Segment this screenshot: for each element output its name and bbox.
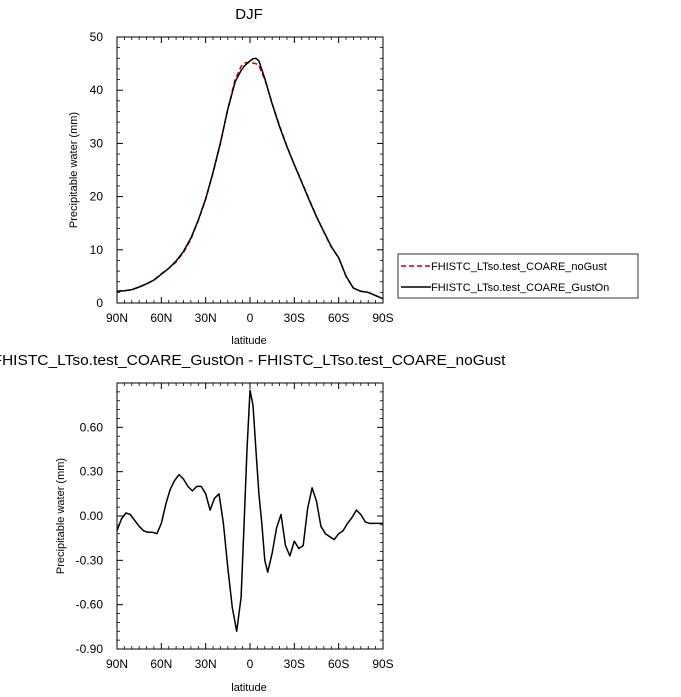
y-tick-label: -0.30 (76, 553, 104, 567)
series-lines (116, 389, 383, 633)
series-line-0 (116, 389, 383, 633)
x-tick-label: 30S (284, 657, 305, 671)
x-tick-label: 90S (372, 657, 393, 671)
plot-frame (116, 36, 384, 304)
chart-title: FHISTC_LTso.test_COARE_GustOn - FHISTC_L… (0, 352, 506, 369)
x-tick-label: 60S (328, 657, 349, 671)
y-tick-label: 0.30 (80, 465, 104, 479)
y-tick-label: 10 (90, 243, 104, 257)
x-tick-label: 90S (372, 311, 393, 325)
chart-djf: DJF Precipitable water (mm) latitude 90N… (68, 6, 394, 347)
legend: FHISTC_LTso.test_COARE_noGust FHISTC_LTs… (397, 253, 639, 299)
x-tick-label: 0 (247, 657, 254, 671)
y-tick-label: 0.60 (80, 420, 104, 434)
y-tick-label: -0.90 (76, 642, 104, 656)
x-tick-label: 60N (150, 657, 172, 671)
x-tick-label: 0 (247, 311, 254, 325)
y-tick-label: 0.00 (80, 509, 104, 523)
y-tick-label: 30 (90, 136, 104, 150)
y-tick-label: 20 (90, 190, 104, 204)
series-line-0 (116, 61, 384, 300)
y-axis-label: Precipitable water (mm) (68, 112, 80, 228)
x-tick-label: 30N (195, 657, 217, 671)
y-axis-label: Precipitable water (mm) (55, 458, 67, 574)
y-tick-label: 50 (90, 30, 104, 44)
x-tick-label: 30N (195, 311, 217, 325)
x-tick-label: 60S (328, 311, 349, 325)
y-tick-label: -0.60 (76, 598, 104, 612)
legend-label-nogust: FHISTC_LTso.test_COARE_noGust (431, 261, 607, 273)
x-axis-label: latitude (231, 335, 266, 347)
x-tick-label: 90N (106, 311, 128, 325)
y-tick-label: 40 (90, 83, 104, 97)
x-tick-label: 90N (106, 657, 128, 671)
series-lines (116, 57, 384, 300)
x-tick-label: 60N (150, 311, 172, 325)
plot-frame (116, 382, 384, 650)
x-axis-label: latitude (231, 682, 266, 694)
legend-box (397, 253, 639, 299)
y-tick-label: 0 (96, 296, 103, 310)
chart-difference: FHISTC_LTso.test_COARE_GustOn - FHISTC_L… (0, 352, 506, 694)
legend-label-guston: FHISTC_LTso.test_COARE_GustOn (431, 282, 609, 294)
chart-title: DJF (235, 6, 263, 23)
series-line-1 (116, 57, 384, 300)
x-tick-label: 30S (284, 311, 305, 325)
